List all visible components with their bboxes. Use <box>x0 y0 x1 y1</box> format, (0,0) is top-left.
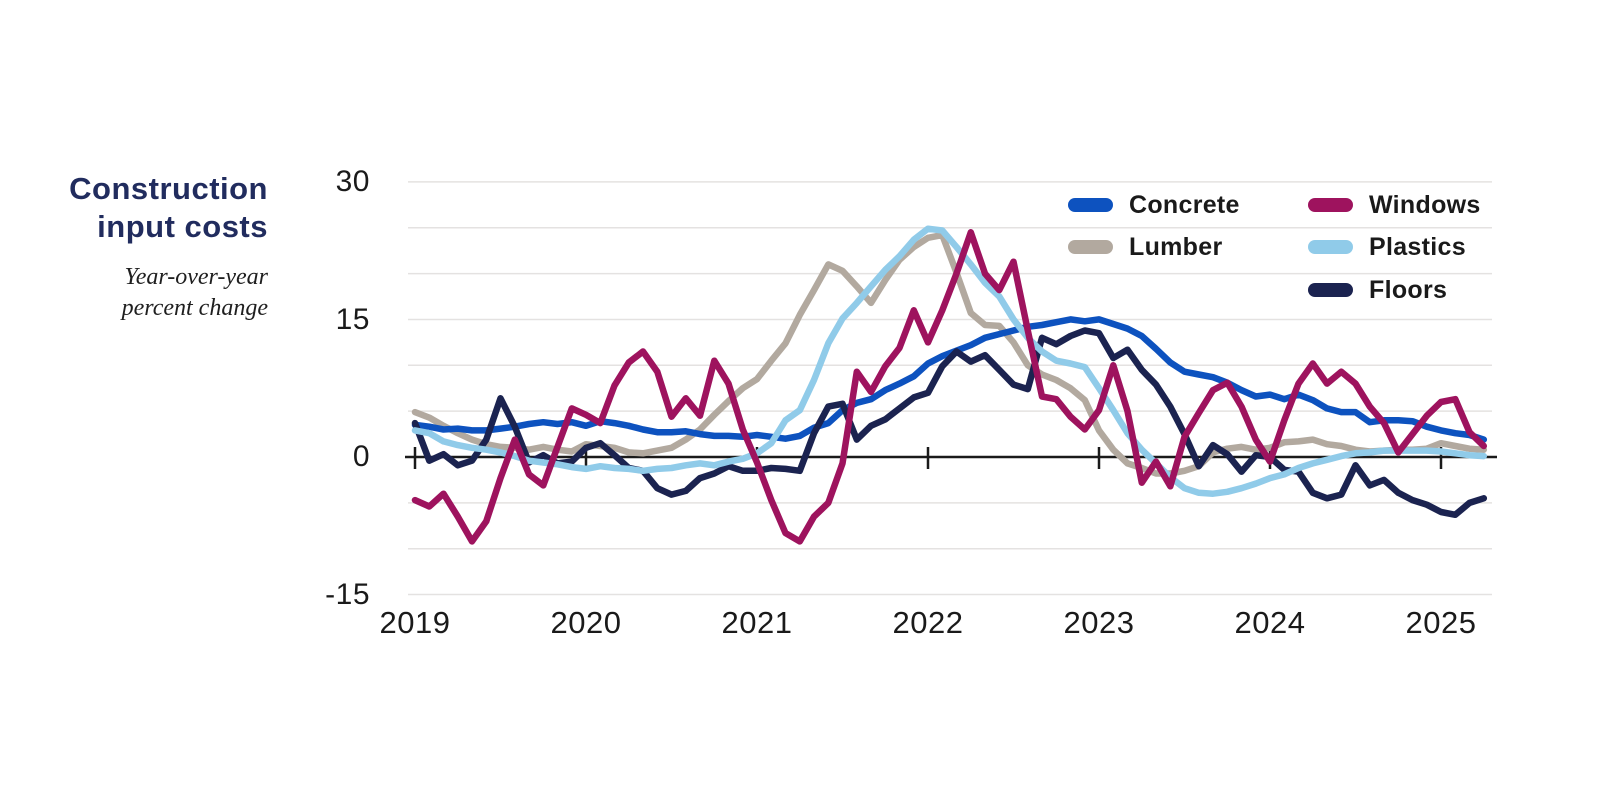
x-axis-label-2019: 2019 <box>379 605 451 640</box>
x-axis-label-2020: 2020 <box>550 605 622 640</box>
legend-swatch-concrete <box>1068 198 1113 212</box>
legend-item-plastics: Plastics <box>1308 232 1466 261</box>
title-block: Construction input costs Year-over-year … <box>0 170 268 324</box>
legend-swatch-floors <box>1308 283 1353 297</box>
legend-item-lumber: Lumber <box>1068 232 1223 261</box>
legend-swatch-plastics <box>1308 240 1353 254</box>
legend-item-concrete: Concrete <box>1068 190 1240 219</box>
chart-title-line2: input costs <box>97 209 268 244</box>
x-axis-label-2024: 2024 <box>1234 605 1306 640</box>
legend-label-concrete: Concrete <box>1129 190 1240 219</box>
series-line-concrete <box>411 316 1488 443</box>
chart-subtitle-line2: percent change <box>121 295 268 321</box>
chart-subtitle: Year-over-year percent change <box>0 262 268 324</box>
series-line-windows <box>411 229 1488 545</box>
legend-label-floors: Floors <box>1369 275 1448 304</box>
y-axis-label-m15: -15 <box>325 578 370 611</box>
legend-item-windows: Windows <box>1308 190 1481 219</box>
legend-label-plastics: Plastics <box>1369 232 1466 261</box>
x-axis-label-2023: 2023 <box>1063 605 1135 640</box>
y-axis-label-0: 0 <box>352 440 370 473</box>
x-axis-label-2025: 2025 <box>1405 605 1477 640</box>
series-line-plastics <box>411 225 1488 497</box>
series-line-floors <box>411 327 1488 519</box>
chart-title-line1: Construction <box>69 171 268 206</box>
y-axis-label-15: 15 <box>335 303 370 336</box>
chart-title: Construction input costs <box>0 170 268 246</box>
y-axis-label-30: 30 <box>335 165 370 198</box>
x-axis-label-2021: 2021 <box>721 605 793 640</box>
legend-label-windows: Windows <box>1369 190 1481 219</box>
legend-item-floors: Floors <box>1308 275 1448 304</box>
legend-swatch-windows <box>1308 198 1353 212</box>
legend-swatch-lumber <box>1068 240 1113 254</box>
chart-subtitle-line1: Year-over-year <box>124 264 268 290</box>
x-axis-label-2022: 2022 <box>892 605 964 640</box>
legend-label-lumber: Lumber <box>1129 232 1223 261</box>
